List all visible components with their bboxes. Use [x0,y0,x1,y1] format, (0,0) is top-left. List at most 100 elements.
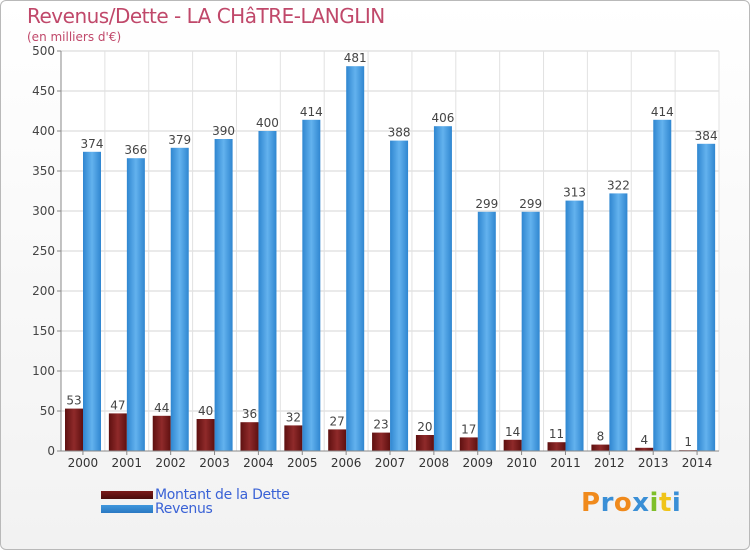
data-label-dette: 20 [417,420,432,434]
bar-dette [547,442,566,451]
bar-dette [196,419,215,451]
bar-revenus [697,143,716,452]
y-tick-label: 450 [32,84,55,98]
bar-revenus [433,126,452,451]
bar-revenus [214,139,233,451]
bar-revenus [609,193,628,451]
x-tick-label: 2011 [550,456,581,470]
bar-dette [415,435,434,451]
x-tick-label: 2008 [419,456,450,470]
legend-swatch-revenus [101,505,153,513]
bar-dette [372,432,391,451]
bar-revenus [477,211,496,451]
data-label-revenus: 414 [651,105,674,119]
data-label-revenus: 390 [212,124,235,138]
data-label-dette: 36 [242,407,257,421]
bar-dette [108,413,127,451]
data-label-dette: 8 [597,430,605,444]
x-tick-label: 2005 [287,456,318,470]
bar-dette [635,447,654,451]
data-label-dette: 47 [110,398,125,412]
bar-dette [65,408,83,451]
data-label-dette: 44 [154,401,169,415]
chart-subtitle: (en milliers d'€) [27,30,122,44]
y-tick-label: 300 [32,204,55,218]
bar-dette [240,422,259,451]
bar-dette [328,429,347,451]
bar-revenus [83,151,101,452]
data-label-revenus: 374 [81,137,104,151]
y-tick-label: 500 [32,44,55,58]
data-label-dette: 14 [505,425,520,439]
logo-letter: t [658,488,672,518]
data-label-dette: 17 [461,422,476,436]
bar-revenus [258,131,277,451]
data-label-dette: 40 [198,404,213,418]
legend-label-revenus: Revenus [155,501,213,517]
proxiti-logo: Proxiti [581,488,681,518]
bar-dette [284,425,303,451]
x-tick-label: 2007 [375,456,406,470]
x-tick-label: 2010 [506,456,537,470]
data-label-revenus: 299 [475,197,498,211]
bar-revenus [170,147,189,452]
logo-letter: P [581,488,601,518]
data-label-revenus: 406 [431,111,454,125]
bar-dette [591,444,610,451]
bar-revenus [126,158,145,451]
x-tick-label: 2012 [594,456,625,470]
bar-dette [503,439,522,451]
data-label-dette: 23 [373,418,388,432]
logo-letter: o [613,488,633,518]
data-label-revenus: 366 [124,143,147,157]
x-tick-label: 2004 [243,456,274,470]
legend-item-dette: Montant de la Dette [101,487,290,503]
data-label-revenus: 481 [344,51,367,65]
data-label-dette: 32 [286,410,301,424]
data-label-revenus: 414 [300,105,323,119]
data-label-revenus: 379 [168,133,191,147]
data-label-revenus: 388 [388,126,411,140]
legend-swatch-dette [101,491,153,499]
logo-letter: r [600,488,614,518]
data-label-dette: 11 [549,427,564,441]
data-label-revenus: 384 [695,129,718,143]
bar-revenus [653,119,672,452]
x-tick-label: 2003 [199,456,230,470]
logo-letter: x [632,488,650,518]
x-tick-label: 2014 [682,456,713,470]
x-tick-label: 2001 [112,456,143,470]
data-label-revenus: 299 [519,197,542,211]
data-label-revenus: 400 [256,116,279,130]
y-tick-label: 0 [47,444,55,458]
logo-letter: i [649,488,659,518]
bar-revenus [521,211,540,451]
y-tick-label: 200 [32,284,55,298]
x-tick-label: 2013 [638,456,669,470]
y-tick-label: 50 [40,404,55,418]
legend: Montant de la Dette Revenus [101,487,290,517]
y-tick-label: 150 [32,324,55,338]
data-label-dette: 1 [684,435,692,449]
data-label-dette: 4 [640,433,648,447]
bar-revenus [302,119,321,452]
bar-dette [152,415,171,451]
y-tick-label: 250 [32,244,55,258]
bar-dette [459,437,478,451]
x-tick-label: 2000 [68,456,99,470]
data-label-dette: 27 [330,414,345,428]
x-tick-label: 2006 [331,456,362,470]
data-label-revenus: 313 [563,186,586,200]
chart-title: Revenus/Dette - LA CHâTRE-LANGLIN [27,4,385,28]
x-tick-label: 2002 [155,456,186,470]
bar-revenus [346,66,365,451]
logo-letter: i [671,488,682,518]
bar-revenus [390,140,409,451]
y-tick-label: 100 [32,364,55,378]
legend-label-dette: Montant de la Dette [155,487,290,503]
bar-revenus [565,200,584,451]
y-tick-label: 400 [32,124,55,138]
legend-item-revenus: Revenus [101,501,290,517]
